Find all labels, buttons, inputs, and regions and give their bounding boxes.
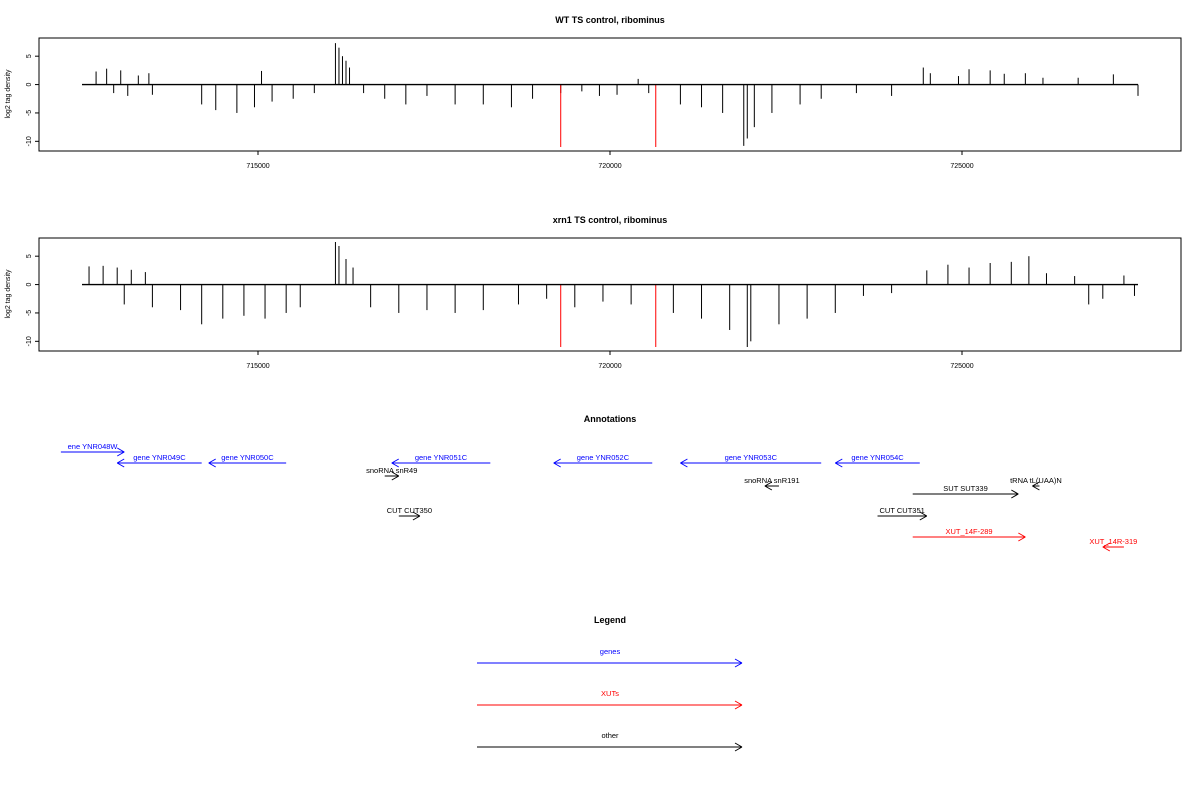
feature-label: gene YNR053C [725,453,778,462]
legend-arrow [477,700,743,710]
wt-y-axis: -10 -5 0 5 [26,54,39,146]
y-tick-label: 5 [26,254,33,258]
feature-arrow [912,532,1026,542]
feature-arrow [208,458,287,468]
x-tick-label: 720000 [598,163,621,170]
wt-markers [560,84,657,147]
xrn1-panel-title: xrn1 TS control, ribominus [553,215,668,225]
x-tick-label: 715000 [246,363,269,370]
x-tick-label: 725000 [950,163,973,170]
feature-arrow [680,458,822,468]
feature-label: CUT CUT351 [880,506,925,515]
annotations-track: Annotations ene YNR048W gene YNR049C gene … [60,414,1137,552]
feature-arrow [877,511,928,521]
feature-arrow [116,458,202,468]
feature-arrow [912,489,1019,499]
wt-bars [95,43,1139,146]
feature-label: XUT_14F-289 [945,527,992,536]
wt-coverage-panel: WT TS control, ribominus log2 tag densit… [5,15,1182,170]
legend-label: other [601,731,619,740]
y-tick-label: 5 [26,54,33,58]
y-tick-label: -5 [26,110,33,116]
feature-label: tRNA tL(UAA)N [1010,476,1062,485]
wt-x-axis: 715000 720000 725000 [246,151,974,170]
y-tick-label: -5 [26,310,33,316]
feature-arrow [1032,481,1040,491]
feature-label: snoRNA snR49 [366,466,417,475]
feature-label: ene YNR048W [68,442,119,451]
feature-label: SUT SUT339 [943,484,987,493]
y-tick-label: 0 [26,83,33,87]
y-tick-label: 0 [26,283,33,287]
x-tick-label: 725000 [950,363,973,370]
legend-label: XUTs [601,689,619,698]
xrn1-plot-frame [38,237,1182,352]
legend-arrow [477,658,743,668]
feature-arrow [764,481,779,491]
feature-label: gene YNR051C [415,453,468,462]
annotations-title: Annotations [584,414,637,424]
wt-panel-title: WT TS control, ribominus [555,15,665,25]
xrn1-coverage-panel: xrn1 TS control, ribominus log2 tag dens… [5,215,1182,370]
xrn1-y-axis-label: log2 tag density [5,269,12,319]
feature-arrow [391,458,491,468]
y-tick-label: -10 [26,336,33,346]
feature-arrow [60,447,125,457]
feature-label: CUT CUT350 [387,506,432,515]
annotation-features: ene YNR048W gene YNR049C gene YNR050C gene … [60,442,1137,552]
feature-arrow [835,458,920,468]
legend-title: Legend [594,615,626,625]
xrn1-x-axis: 715000 720000 725000 [246,351,974,370]
wt-plot-frame [38,37,1182,152]
feature-label: gene YNR050C [221,453,274,462]
x-tick-label: 720000 [598,363,621,370]
feature-label: snoRNA snR191 [744,476,799,485]
feature-arrow [384,471,400,481]
feature-label: XUT_14R-319 [1089,537,1137,546]
legend-items: genes XUTs other [477,647,743,752]
y-tick-label: -10 [26,136,33,146]
feature-label: gene YNR052C [577,453,630,462]
feature-arrow [1102,542,1124,552]
x-tick-label: 715000 [246,163,269,170]
feature-label: gene YNR049C [133,453,186,462]
feature-arrow [398,511,421,521]
feature-label: gene YNR054C [851,453,904,462]
xrn1-bars [88,242,1135,347]
xrn1-markers [560,284,657,347]
xrn1-y-axis: -10 -5 0 5 [26,254,39,346]
feature-arrow [553,458,653,468]
legend-arrow [477,742,743,752]
legend: Legend genes XUTs other [477,615,743,752]
legend-label: genes [600,647,621,656]
wt-y-axis-label: log2 tag density [5,69,12,119]
